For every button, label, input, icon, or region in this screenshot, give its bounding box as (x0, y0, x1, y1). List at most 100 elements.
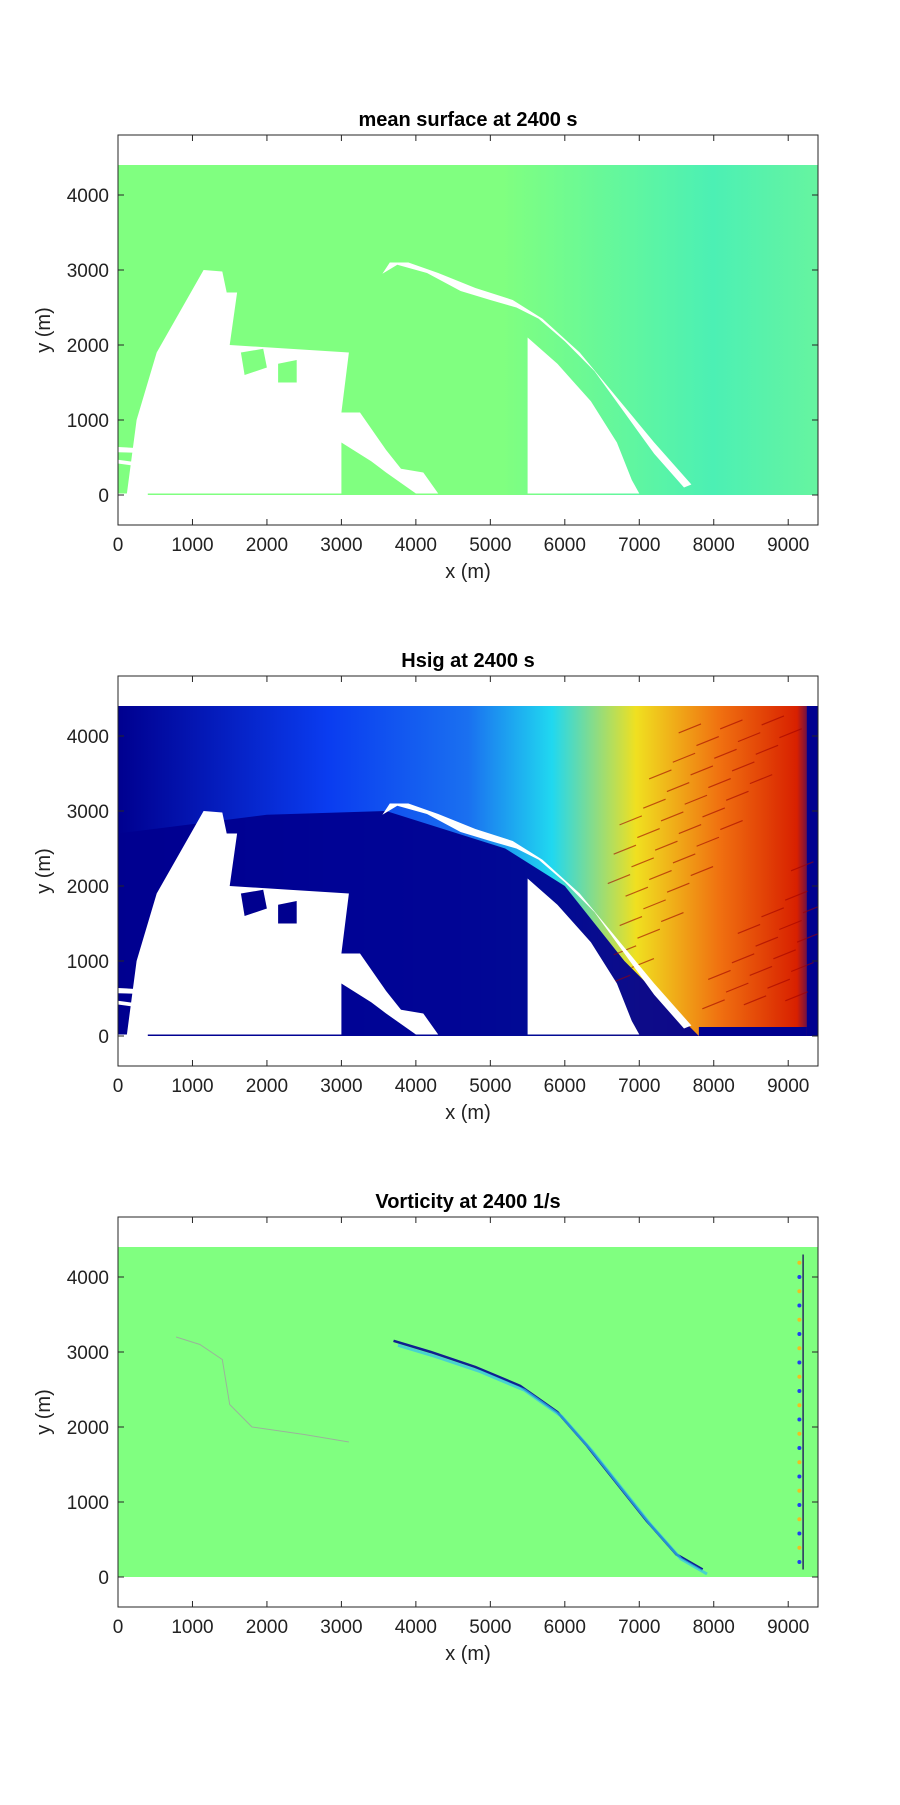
wave-streak (678, 723, 702, 734)
land-mask (118, 493, 148, 495)
y-tick-label: 2000 (67, 877, 109, 898)
vorticity-spot (797, 1517, 802, 1522)
x-tick-label: 0 (113, 1617, 124, 1638)
wave-streak (678, 824, 702, 835)
x-tick-label: 4000 (395, 1076, 437, 1097)
wave-streak (637, 928, 661, 939)
x-tick-label: 8000 (693, 1076, 735, 1097)
wave-streak (643, 899, 666, 910)
wave-streak (755, 744, 779, 755)
chart-panel-2: 0 1000 2000 3000 4000 5000 6000 7000 8000 9000 0 10… (33, 650, 819, 1124)
vorticity-spot (797, 1374, 802, 1379)
y-tick-label: 0 (98, 1568, 109, 1589)
vorticity-spot (797, 1303, 802, 1308)
x-tick-label: 6000 (544, 1076, 586, 1097)
wave-streak (619, 915, 643, 927)
wave-streak (802, 906, 818, 914)
vorticity-spot (797, 1531, 802, 1536)
x-tick-label: 9000 (767, 1617, 809, 1638)
wave-streak (761, 907, 785, 918)
x-tick-label: 5000 (469, 1076, 511, 1097)
vorticity-spot (797, 1360, 802, 1365)
wave-streak (785, 991, 808, 1002)
vorticity-spot (797, 1431, 802, 1436)
vorticity-spot (797, 1503, 802, 1507)
wave-streak (719, 719, 743, 730)
wave-streak (696, 736, 720, 747)
land-mask (118, 1034, 148, 1036)
wave-streak (731, 953, 755, 964)
plot-area (118, 165, 818, 495)
wave-streak (619, 815, 643, 826)
wave-streak (672, 752, 696, 763)
wave-streak (767, 978, 791, 989)
vorticity-spot (797, 1317, 802, 1322)
wave-streak (690, 866, 714, 877)
wave-streak (761, 715, 785, 726)
wave-streak (666, 882, 690, 893)
wave-streak (720, 820, 743, 831)
chart-title: Hsig at 2400 s (401, 650, 534, 672)
wave-streak (737, 923, 761, 935)
pier-land (118, 459, 141, 467)
wave-streak (684, 794, 708, 805)
x-axis-label: x (m) (445, 1643, 491, 1665)
wave-streak (642, 798, 666, 809)
x-tick-label: 6000 (544, 535, 586, 556)
x-tick-label: 0 (113, 535, 124, 556)
wave-streak (779, 728, 802, 739)
wave-streak (708, 778, 731, 789)
chart-title: Vorticity at 2400 1/s (375, 1191, 560, 1213)
chart-panel-1: 0 1000 2000 3000 4000 5000 6000 7000 8000 9000 0 10… (33, 109, 819, 583)
basin-island (240, 348, 267, 375)
vorticity-spot (797, 1346, 802, 1351)
wave-streak (784, 890, 808, 901)
wave-streak (790, 861, 814, 872)
wave-streak (690, 765, 714, 776)
x-tick-label: 4000 (395, 535, 437, 556)
wave-streak (790, 961, 814, 973)
wave-streak (649, 869, 672, 881)
basin-island (240, 889, 267, 916)
land-mask (527, 878, 640, 1035)
wave-streak (708, 969, 731, 981)
x-tick-label: 1000 (171, 1617, 213, 1638)
chart-title: mean surface at 2400 s (358, 109, 577, 131)
wave-streak (672, 853, 696, 864)
vorticity-band (397, 1343, 708, 1576)
x-tick-label: 8000 (693, 535, 735, 556)
plot-area (118, 706, 818, 1036)
x-tick-label: 1000 (171, 535, 213, 556)
y-tick-label: 0 (98, 1027, 109, 1048)
y-tick-label: 1000 (67, 952, 109, 973)
east-boundary (806, 706, 818, 1036)
vorticity-spot (797, 1474, 802, 1479)
y-axis-label: y (m) (33, 848, 55, 894)
wave-streak (702, 807, 726, 818)
x-tick-label: 2000 (246, 535, 288, 556)
wave-streak (607, 873, 631, 885)
vorticity-spot (797, 1275, 802, 1279)
axes-frame (117, 134, 819, 526)
x-axis-label: x (m) (445, 1102, 491, 1124)
x-tick-label: 9000 (767, 535, 809, 556)
x-tick-label: 3000 (320, 1617, 362, 1638)
x-tick-label: 7000 (618, 535, 660, 556)
y-tick-label: 4000 (67, 1268, 109, 1289)
plot-area (118, 1247, 818, 1577)
vorticity-spot (797, 1446, 802, 1450)
wave-streak (631, 857, 655, 868)
wave-streak (714, 748, 737, 759)
y-axis-label: y (m) (33, 1389, 55, 1435)
x-tick-label: 8000 (693, 1617, 735, 1638)
y-tick-label: 4000 (67, 727, 109, 748)
vorticity-spot (797, 1289, 802, 1294)
vorticity-spot (797, 1389, 802, 1393)
wave-streak (743, 995, 767, 1006)
wave-streak (660, 811, 684, 822)
wave-streak (725, 982, 749, 993)
wave-streak (773, 949, 796, 960)
land-mask (527, 337, 640, 494)
y-tick-label: 1000 (67, 411, 109, 432)
